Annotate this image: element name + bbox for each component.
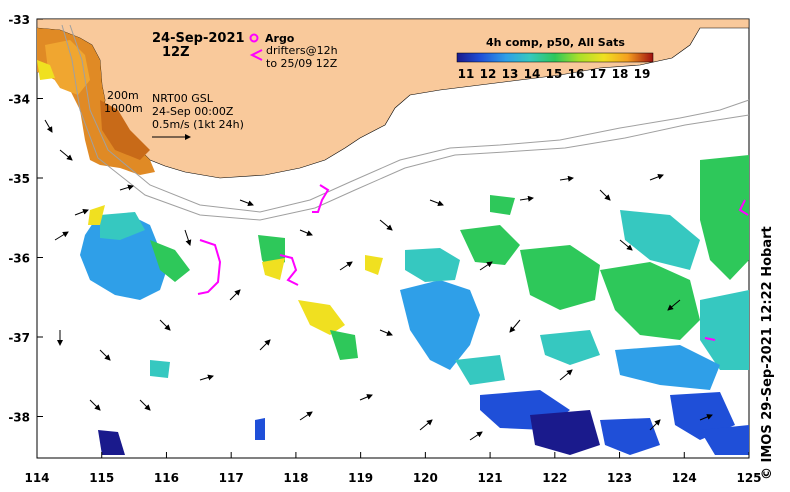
colorbar-tick-label: 17 xyxy=(590,67,607,81)
scale-arrow-label: 0.5m/s (1kt 24h) xyxy=(152,118,244,131)
depth-1000-label: 1000m xyxy=(104,102,143,115)
colorbar-tick-label: 13 xyxy=(502,67,519,81)
sst-east xyxy=(98,155,749,455)
y-tick-label: -36 xyxy=(8,252,30,266)
colorbar-tick-label: 19 xyxy=(634,67,651,81)
x-tick-label: 119 xyxy=(348,471,373,485)
x-tick-label: 116 xyxy=(154,471,179,485)
y-tick-label: -37 xyxy=(8,331,30,345)
x-tick-label: 122 xyxy=(542,471,567,485)
argo-symbol-icon xyxy=(249,33,259,43)
product-time-label: 24-Sep 00:00Z xyxy=(152,105,234,118)
x-tick-label: 121 xyxy=(478,471,503,485)
legend: 24-Sep-2021 12Z Argo drifters@12h to 25/… xyxy=(104,31,338,140)
isobaths xyxy=(61,24,750,221)
colorbar-tick-label: 12 xyxy=(480,67,497,81)
x-tick-label: 118 xyxy=(283,471,308,485)
x-tick-label: 115 xyxy=(89,471,114,485)
argo-label: Argo xyxy=(265,32,295,45)
colorbar: 4h comp, p50, All Sats 11 12 13 14 15 16 17 18 1… xyxy=(456,36,654,81)
map-date: 24-Sep-2021 xyxy=(152,31,245,46)
x-tick-label: 117 xyxy=(219,471,244,485)
colorbar-tick-label: 14 xyxy=(524,67,541,81)
x-tick-label: 120 xyxy=(413,471,438,485)
y-tick-label: -34 xyxy=(8,93,30,107)
drifter-symbol-icon xyxy=(249,49,263,61)
x-tick-label: 124 xyxy=(672,471,697,485)
y-tick-label: -38 xyxy=(8,411,30,425)
colorbar-tick-label: 15 xyxy=(546,67,563,81)
colorbar-ticks: 11 12 13 14 15 16 17 18 19 xyxy=(458,67,651,81)
map-time: 12Z xyxy=(162,45,190,60)
current-vectors xyxy=(44,119,713,441)
x-tick-label: 125 xyxy=(736,471,761,485)
drifters-label-2: to 25/09 12Z xyxy=(266,57,338,70)
sst-west xyxy=(80,205,383,360)
y-tick-label: -33 xyxy=(8,13,30,27)
x-axis-ticks: 114 115 116 117 118 119 120 121 122 123 124 125 xyxy=(24,452,762,485)
y-axis-ticks: -33 -34 -35 -36 -37 -38 xyxy=(8,13,43,425)
product-label: NRT00 GSL xyxy=(152,92,214,105)
y-tick-label: -35 xyxy=(8,172,30,186)
drifters-label-1: drifters@12h xyxy=(266,44,338,57)
colorbar-tick-label: 11 xyxy=(458,67,475,81)
colorbar-title: 4h comp, p50, All Sats xyxy=(486,36,625,49)
credit-label: © IMOS 29-Sep-2021 12:22 Hobart xyxy=(760,226,775,480)
x-tick-label: 114 xyxy=(24,471,49,485)
x-tick-label: 123 xyxy=(607,471,632,485)
colorbar-tick-label: 16 xyxy=(568,67,585,81)
colorbar-gradient xyxy=(456,52,654,63)
colorbar-tick-label: 18 xyxy=(612,67,629,81)
depth-200-label: 200m xyxy=(107,89,139,102)
drifter-tracks xyxy=(197,184,749,341)
sst-leeuwin xyxy=(37,28,155,175)
